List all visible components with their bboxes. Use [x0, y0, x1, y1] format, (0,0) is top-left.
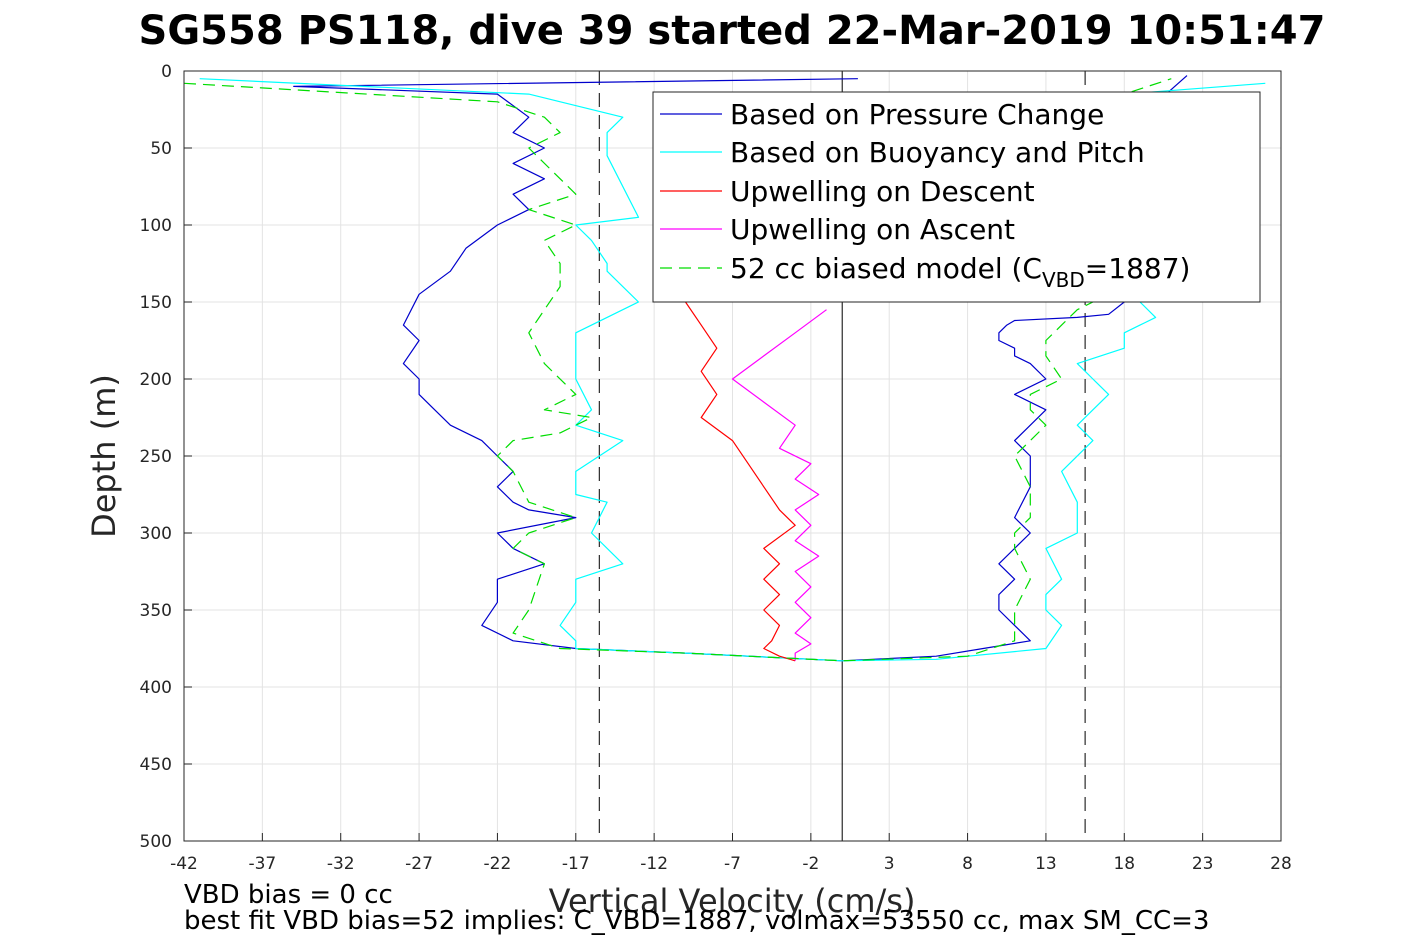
- y-tick-label: 300: [140, 524, 172, 544]
- pressure-change-line: [293, 75, 1188, 662]
- y-tick-label: 100: [140, 216, 172, 236]
- legend-entry-buoyancy-pitch: Based on Buoyancy and Pitch: [730, 136, 1145, 169]
- y-tick-label: 150: [140, 293, 172, 313]
- footer-vbd-bias: VBD bias = 0 cc: [184, 880, 393, 910]
- legend-model-prefix: 52 cc biased model (C: [730, 252, 1042, 285]
- x-tick-label: 18: [1113, 854, 1135, 874]
- legend-model-subscript: VBD: [1042, 268, 1085, 292]
- x-tick-label: 13: [1035, 854, 1057, 874]
- upwelling-ascent-line: [731, 309, 827, 661]
- x-tick-label: -32: [327, 854, 355, 874]
- y-tick-label: 50: [150, 139, 172, 159]
- footer-best-fit: best fit VBD bias=52 implies: C_VBD=1887…: [184, 906, 1209, 936]
- x-tick-label: 28: [1270, 854, 1292, 874]
- legend: Based on Pressure Change Based on Buoyan…: [652, 91, 1261, 303]
- x-tick-label: -17: [562, 854, 590, 874]
- legend-model-suffix: =1887): [1085, 252, 1191, 285]
- y-tick-label: 200: [140, 370, 172, 390]
- y-axis-label: Depth (m): [85, 374, 123, 538]
- legend-box: [652, 91, 1261, 303]
- x-tick-label: -12: [640, 854, 668, 874]
- x-tick-label: -27: [405, 854, 433, 874]
- legend-entry-upwelling-ascent: Upwelling on Ascent: [730, 213, 1015, 246]
- legend-entry-upwelling-descent: Upwelling on Descent: [730, 175, 1035, 208]
- x-tick-label: -2: [802, 854, 819, 874]
- plot-lines: [183, 75, 1266, 662]
- x-axis-ticks: -42 -37 -32 -27 -22 -17 -12 -7 -2 3 8 13 18 23 28: [170, 833, 1292, 874]
- x-tick-label: 23: [1192, 854, 1214, 874]
- x-axis-label: Vertical Velocity (cm/s): [549, 882, 916, 920]
- chart-title: SG558 PS118, dive 39 started 22-Mar-2019…: [139, 8, 1326, 54]
- legend-samples: [660, 113, 722, 269]
- y-tick-label: 450: [140, 755, 172, 775]
- biased-model-line: [183, 78, 1172, 662]
- legend-entry-pressure-change: Based on Pressure Change: [730, 98, 1104, 131]
- x-tick-label: -22: [484, 854, 512, 874]
- legend-entry-biased-model: 52 cc biased model (CVBD=1887): [730, 252, 1190, 292]
- x-tick-label: 3: [884, 854, 895, 874]
- upwelling-descent-line: [685, 301, 796, 662]
- y-tick-label: 350: [140, 601, 172, 621]
- y-axis-ticks: 0 50 100 150 200 250 300 350 400 450 500: [140, 62, 192, 852]
- x-tick-label: -42: [170, 854, 198, 874]
- y-tick-label: 400: [140, 678, 172, 698]
- buoyancy-pitch-line: [199, 78, 1266, 662]
- y-tick-label: 0: [161, 62, 172, 82]
- x-tick-label: -7: [724, 854, 741, 874]
- y-tick-label: 500: [140, 832, 172, 852]
- x-tick-label: 8: [962, 854, 973, 874]
- y-tick-label: 250: [140, 447, 172, 467]
- x-tick-label: -37: [248, 854, 276, 874]
